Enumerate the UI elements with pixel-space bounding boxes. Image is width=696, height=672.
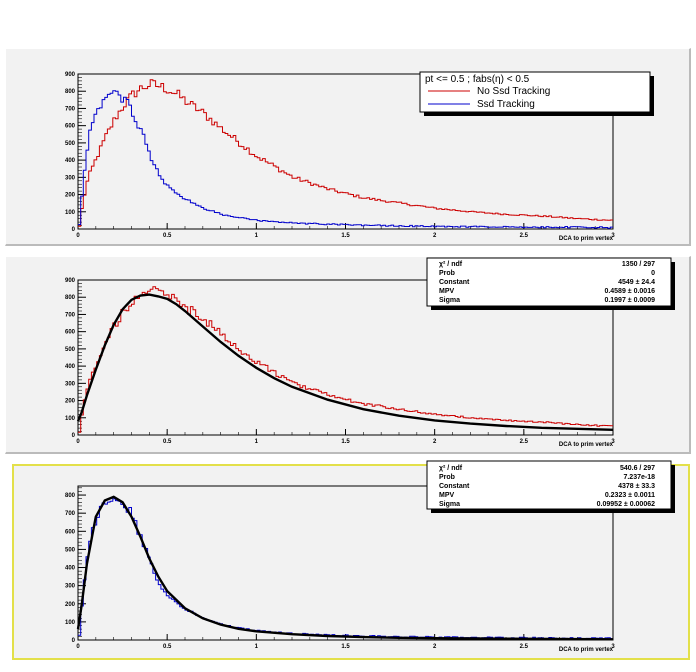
stat-label: Sigma bbox=[439, 501, 460, 508]
y-tick-label: 200 bbox=[65, 602, 76, 608]
y-tick-label: 500 bbox=[65, 547, 76, 553]
x-axis-label-bottom: DCA to prim vertex bbox=[559, 647, 614, 653]
x-axis-label-middle: DCA to prim vertex bbox=[559, 442, 614, 448]
stats-frame-bottom bbox=[426, 460, 672, 510]
y-tick-label: 600 bbox=[65, 529, 76, 535]
y-tick-label: 0 bbox=[72, 433, 76, 439]
y-tick-label: 800 bbox=[65, 493, 76, 499]
axis-ticks-middle: 0 0.5 1 1.5 2 2.5 3 0 100 200 300 400 500 600 700 800 90… bbox=[65, 278, 615, 445]
x-axis-label-top: DCA to prim vertex bbox=[559, 236, 614, 242]
histogram-series-data bbox=[78, 286, 613, 433]
x-tick-label: 1 bbox=[255, 644, 259, 650]
x-tick-label: 3 bbox=[611, 439, 615, 445]
stat-value: 0.2323 ± 0.0011 bbox=[605, 492, 655, 499]
stat-value: 7.237e-18 bbox=[623, 474, 655, 481]
y-tick-label: 200 bbox=[65, 399, 76, 405]
x-tick-label: 2.5 bbox=[520, 439, 529, 445]
x-tick-label: 1 bbox=[255, 233, 259, 239]
stat-value: 0.4589 ± 0.0016 bbox=[604, 288, 655, 295]
x-tick-label: 0.5 bbox=[163, 439, 172, 445]
x-tick-label: 2 bbox=[433, 644, 437, 650]
stat-label: Prob bbox=[439, 270, 455, 277]
legend-entry-no-ssd: No Ssd Tracking bbox=[477, 86, 550, 97]
y-tick-label: 500 bbox=[65, 347, 76, 353]
y-tick-label: 100 bbox=[65, 210, 76, 216]
stats-box-bottom: χ² / ndf 540.6 / 297 Prob 7.237e-18 Cons… bbox=[426, 460, 675, 513]
x-tick-label: 1 bbox=[255, 439, 259, 445]
histogram-series-no-ssd-tracking bbox=[78, 79, 613, 227]
x-tick-label: 2 bbox=[433, 439, 437, 445]
x-tick-label: 2.5 bbox=[520, 644, 529, 650]
series-middle bbox=[76, 286, 614, 433]
y-tick-label: 100 bbox=[65, 620, 76, 626]
stats-frame-middle bbox=[426, 257, 672, 307]
stat-value: 0.1997 ± 0.0009 bbox=[604, 297, 655, 304]
y-tick-label: 800 bbox=[65, 89, 76, 95]
x-tick-label: 1.5 bbox=[341, 233, 350, 239]
y-tick-label: 900 bbox=[65, 278, 76, 284]
histogram-series-ssd-tracking bbox=[78, 90, 613, 229]
y-tick-label: 700 bbox=[65, 312, 76, 318]
y-tick-label: 800 bbox=[65, 295, 76, 301]
x-tick-label: 1.5 bbox=[341, 439, 350, 445]
x-tick-label: 1.5 bbox=[341, 644, 350, 650]
histogram-series-data bbox=[78, 498, 613, 640]
stat-label: χ² / ndf bbox=[439, 465, 463, 472]
legend-header: pt <= 0.5 ; fabs(η) < 0.5 bbox=[425, 74, 530, 85]
y-tick-label: 100 bbox=[65, 416, 76, 422]
stat-label: MPV bbox=[439, 288, 455, 295]
legend: pt <= 0.5 ; fabs(η) < 0.5 No Ssd Trackin… bbox=[419, 71, 654, 116]
x-tick-label: 0 bbox=[76, 439, 80, 445]
stat-value: 540.6 / 297 bbox=[620, 465, 655, 472]
y-tick-label: 400 bbox=[65, 158, 76, 164]
x-tick-label: 2 bbox=[433, 233, 437, 239]
stat-value: 4378 ± 33.3 bbox=[618, 483, 655, 490]
series-bottom bbox=[76, 495, 614, 641]
legend-entry-ssd: Ssd Tracking bbox=[477, 99, 535, 110]
y-tick-label: 300 bbox=[65, 175, 76, 181]
y-tick-label: 900 bbox=[65, 72, 76, 78]
x-tick-label: 0 bbox=[76, 233, 80, 239]
x-tick-label: 3 bbox=[611, 233, 615, 239]
axis-ticks-top: 0 0.5 1 1.5 2 2.5 3 0 100 200 300 400 500 600 700 800 90… bbox=[65, 72, 615, 239]
y-tick-label: 400 bbox=[65, 566, 76, 572]
x-tick-label: 3 bbox=[611, 644, 615, 650]
y-tick-label: 300 bbox=[65, 584, 76, 590]
stat-value: 4549 ± 24.4 bbox=[618, 279, 655, 286]
y-tick-label: 400 bbox=[65, 364, 76, 370]
stat-value: 0.09952 ± 0.00062 bbox=[597, 501, 655, 508]
fit-curve bbox=[76, 293, 614, 431]
y-tick-label: 0 bbox=[72, 227, 76, 233]
y-tick-label: 500 bbox=[65, 141, 76, 147]
x-tick-label: 0 bbox=[76, 644, 80, 650]
stat-label: Prob bbox=[439, 474, 455, 481]
legend-box bbox=[419, 71, 651, 113]
fit-curve bbox=[76, 495, 614, 641]
y-tick-label: 600 bbox=[65, 330, 76, 336]
stats-box-middle: χ² / ndf 1350 / 297 Prob 0 Constant 4549… bbox=[426, 257, 675, 310]
stat-label: Constant bbox=[439, 279, 470, 286]
series-top bbox=[78, 79, 613, 229]
y-tick-label: 300 bbox=[65, 381, 76, 387]
stat-label: χ² / ndf bbox=[439, 261, 463, 268]
stat-label: Sigma bbox=[439, 297, 460, 304]
stat-label: MPV bbox=[439, 492, 455, 499]
x-tick-label: 2.5 bbox=[520, 233, 529, 239]
stat-value: 1350 / 297 bbox=[622, 261, 655, 268]
x-tick-label: 0.5 bbox=[163, 233, 172, 239]
y-tick-label: 0 bbox=[72, 638, 76, 644]
y-tick-label: 200 bbox=[65, 193, 76, 199]
y-tick-label: 700 bbox=[65, 106, 76, 112]
stat-label: Constant bbox=[439, 483, 470, 490]
y-tick-label: 700 bbox=[65, 511, 76, 517]
y-tick-label: 600 bbox=[65, 124, 76, 130]
x-tick-label: 0.5 bbox=[163, 644, 172, 650]
stat-value: 0 bbox=[651, 270, 655, 277]
